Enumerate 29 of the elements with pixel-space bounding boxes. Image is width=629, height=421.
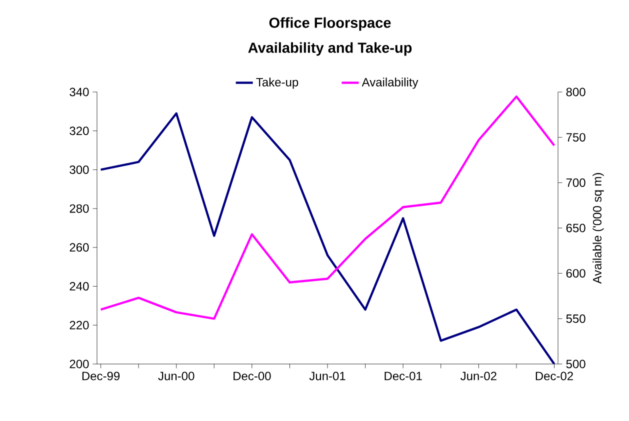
x-tick-label: Dec-99: [82, 372, 120, 380]
y2-tick-label: 650: [566, 224, 586, 232]
y2-tick-label: 700: [566, 178, 586, 187]
y2-tick-label: 550: [566, 314, 586, 323]
y-tick-label: 280: [70, 204, 89, 213]
y2-tick-label: 500: [566, 360, 586, 368]
y-tick-label: 340: [70, 88, 89, 96]
x-tick-label: Dec-01: [384, 372, 422, 380]
y-tick-label: 320: [70, 126, 89, 136]
chart-subtitle: Availability and Take-up: [248, 42, 412, 56]
y-tick-label: 260: [70, 243, 89, 252]
y-tick-label: 240: [70, 282, 89, 291]
y-tick-label: 300: [70, 165, 89, 174]
x-tick-label: Jun-02: [460, 372, 496, 380]
y2-tick-label: 750: [566, 133, 586, 142]
x-tick-label: Dec-00: [234, 372, 271, 380]
chart-title: Office Floorspace: [269, 17, 391, 31]
x-tick-label: Dec-02: [536, 372, 573, 380]
line-series: [100, 95, 556, 320]
y2-tick-label: 600: [566, 269, 586, 278]
y-tick-label: 220: [70, 320, 89, 330]
y2-tick-label: 800: [566, 88, 586, 96]
y-tick-label: 200: [70, 360, 89, 368]
line-series: [100, 112, 556, 364]
x-tick-label: Jun-01: [309, 372, 346, 380]
legend-label: Availability: [362, 78, 418, 89]
y2-axis-title: Available ('000 sq m): [592, 173, 604, 284]
x-tick-label: Jun-00: [158, 372, 194, 380]
legend-label: Take-up: [256, 78, 298, 89]
